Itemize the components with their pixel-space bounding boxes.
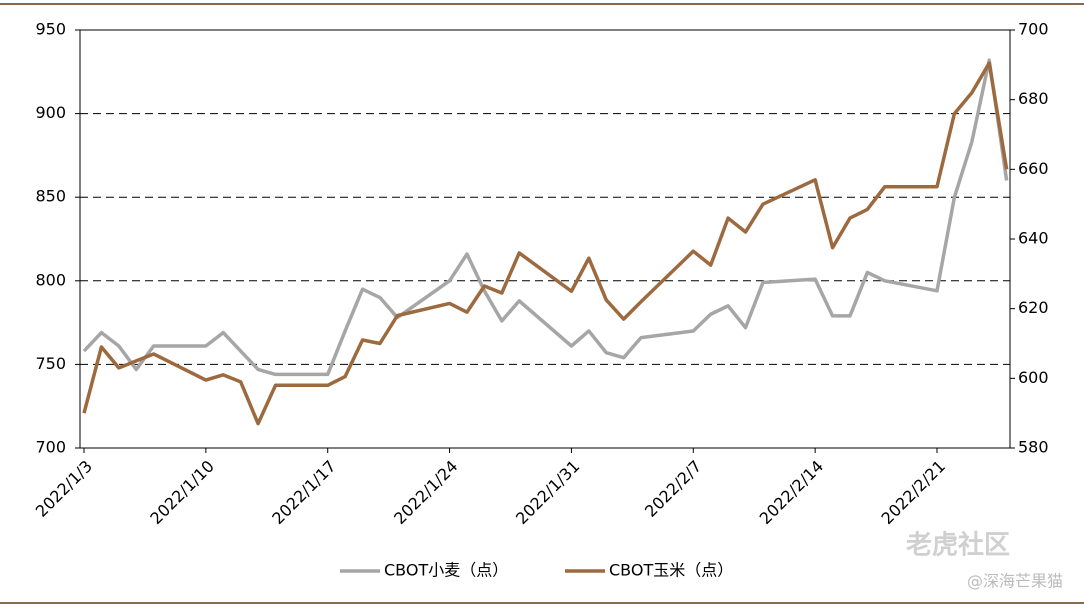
y-tick-label: 900 (35, 103, 66, 122)
y2-tick-label: 580 (1018, 438, 1049, 457)
y2-tick-label: 600 (1018, 368, 1049, 387)
series-line (82, 58, 1009, 377)
x-tick-label: 2022/1/10 (146, 457, 217, 528)
legend-label: CBOT小麦（点） (384, 561, 508, 580)
y-tick-label: 800 (35, 270, 66, 289)
legend-label: CBOT玉米（点） (609, 561, 733, 580)
watermark: @深海芒果猫 (967, 572, 1063, 591)
x-tick-label: 2022/2/21 (878, 457, 949, 528)
y2-tick-label: 660 (1018, 159, 1049, 178)
x-tick-label: 2022/1/24 (390, 457, 461, 528)
x-tick-label: 2022/2/14 (756, 457, 827, 528)
x-tick-label: 2022/1/31 (512, 457, 583, 528)
x-tick-label: 2022/1/17 (268, 457, 339, 528)
y2-tick-label: 620 (1018, 298, 1049, 317)
y-tick-label: 850 (35, 187, 66, 206)
y2-tick-label: 640 (1018, 229, 1049, 248)
x-tick-label: 2022/2/7 (641, 457, 705, 521)
y-tick-label: 750 (35, 354, 66, 373)
watermark: 老虎社区 (906, 530, 1010, 561)
x-tick-label: 2022/1/3 (32, 457, 96, 521)
plot-frame (79, 29, 1011, 449)
y2-tick-label: 700 (1018, 20, 1049, 39)
y-tick-label: 700 (35, 438, 66, 457)
y-tick-label: 950 (35, 20, 66, 39)
y2-tick-label: 680 (1018, 89, 1049, 108)
series-line (82, 61, 1009, 426)
